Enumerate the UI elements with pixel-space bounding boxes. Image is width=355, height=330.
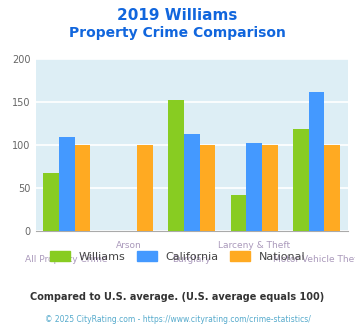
- Bar: [75, 145, 90, 231]
- Bar: [246, 143, 262, 231]
- Bar: [293, 129, 309, 231]
- Text: All Property Crime: All Property Crime: [26, 255, 108, 264]
- Text: 2019 Williams: 2019 Williams: [117, 8, 238, 23]
- Bar: [168, 100, 184, 231]
- Text: Property Crime Comparison: Property Crime Comparison: [69, 26, 286, 40]
- Bar: [184, 134, 200, 231]
- Bar: [309, 92, 324, 231]
- Text: Motor Vehicle Theft: Motor Vehicle Theft: [273, 255, 355, 264]
- Text: Arson: Arson: [116, 241, 142, 250]
- Text: Larceny & Theft: Larceny & Theft: [218, 241, 290, 250]
- Text: Burglary: Burglary: [173, 255, 211, 264]
- Bar: [43, 173, 59, 231]
- Legend: Williams, California, National: Williams, California, National: [45, 247, 310, 267]
- Bar: [262, 145, 278, 231]
- Text: © 2025 CityRating.com - https://www.cityrating.com/crime-statistics/: © 2025 CityRating.com - https://www.city…: [45, 315, 310, 324]
- Bar: [137, 145, 153, 231]
- Bar: [200, 145, 215, 231]
- Bar: [324, 145, 340, 231]
- Bar: [231, 195, 246, 231]
- Bar: [59, 137, 75, 231]
- Text: Compared to U.S. average. (U.S. average equals 100): Compared to U.S. average. (U.S. average …: [31, 292, 324, 302]
